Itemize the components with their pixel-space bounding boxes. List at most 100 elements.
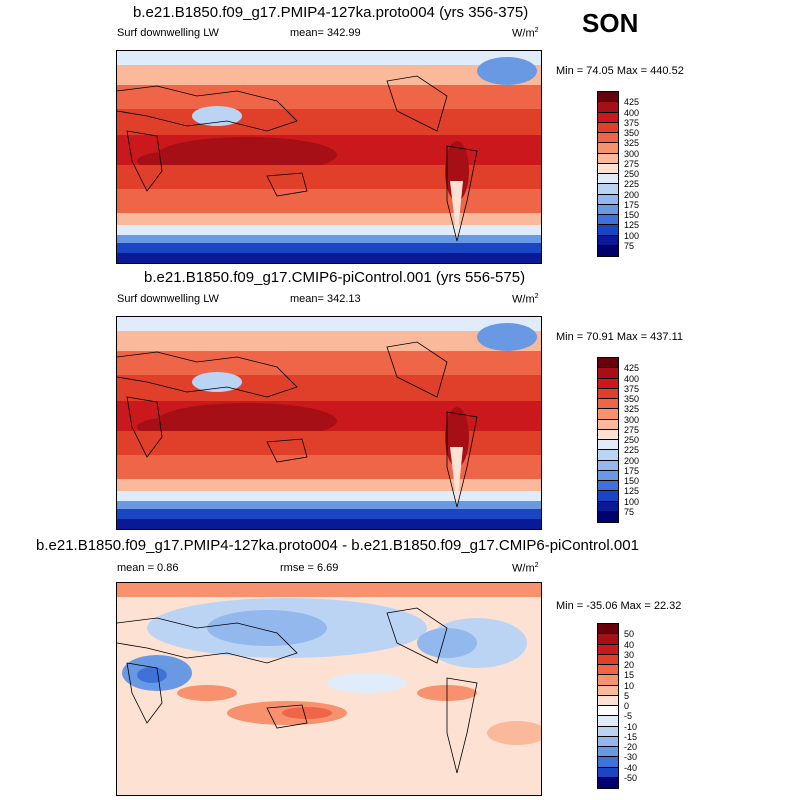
colorbar-tick-label: -50 [624,772,638,783]
colorbar-swatch [598,665,618,676]
panel-3-units: W/m2 [512,562,539,575]
colorbar-swatch [598,511,618,522]
colorbar-tick-label: 400 [624,373,640,384]
colorbar-swatch [598,501,618,512]
colorbar-swatch [598,235,618,246]
colorbar-swatch [598,675,618,686]
colorbar-tick-label: 250 [624,169,640,179]
colorbar-tick-label: 75 [624,240,635,251]
colorbar-swatch [598,163,618,174]
colorbar-swatch [598,368,618,379]
panel-3-colorbar [597,623,619,789]
colorbar-tick-label: 75 [624,506,635,517]
panel-1-mean-label: mean= 342.99 [290,27,361,39]
colorbar-swatch [598,204,618,215]
colorbar-swatch [598,184,618,195]
colorbar-swatch [598,654,618,665]
colorbar-tick-label: 200 [624,189,640,200]
colorbar-tick-label: 300 [624,414,640,425]
colorbar-tick-label: 375 [624,117,640,128]
panel-1-map [116,50,542,264]
colorbar-swatch [598,736,618,747]
colorbar-swatch [598,388,618,399]
colorbar-swatch [598,634,618,645]
colorbar-tick-label: 275 [624,158,640,169]
colorbar-swatch [598,777,618,788]
panel-1-variable-label: Surf downwelling LW [117,27,219,39]
colorbar-tick-label: 100 [624,496,640,507]
colorbar-tick-label: 15 [624,670,635,681]
colorbar-swatch [598,481,618,492]
colorbar-swatch [598,706,618,717]
colorbar-swatch [598,624,618,635]
panel-1-units: W/m2 [512,27,539,40]
colorbar-tick-label: 225 [624,445,640,456]
colorbar-tick-label: 325 [624,404,640,415]
colorbar-swatch [598,378,618,389]
colorbar-swatch [598,102,618,113]
panel-2-minmax: Min = 70.91 Max = 437.11 [556,331,683,343]
colorbar-swatch [598,215,618,226]
colorbar-tick-label: 10 [624,680,635,691]
colorbar-swatch [598,757,618,768]
colorbar-tick-label: 0 [624,701,630,711]
colorbar-tick-label: 150 [624,476,640,486]
colorbar-tick-label: 40 [624,639,635,650]
panel-2-variable-label: Surf downwelling LW [117,293,219,305]
colorbar-tick-label: 175 [624,199,640,210]
panel-2-map [116,316,542,530]
colorbar-tick-label: 325 [624,138,640,149]
colorbar-tick-label: 20 [624,660,635,670]
colorbar-swatch [598,685,618,696]
panel-2-title: b.e21.B1850.f09_g17.CMIP6-piControl.001 … [144,269,526,286]
colorbar-swatch [598,470,618,481]
panel-3-rmse-label: rmse = 6.69 [280,562,339,574]
colorbar-swatch [598,716,618,727]
colorbar-tick-label: -30 [624,752,638,763]
colorbar-swatch [598,358,618,369]
colorbar-swatch [598,143,618,154]
panel-1-title: b.e21.B1850.f09_g17.PMIP4-127ka.proto004… [133,4,529,21]
colorbar-swatch [598,153,618,164]
colorbar-tick-label: 425 [624,363,640,374]
colorbar-swatch [598,695,618,706]
colorbar-tick-label: 250 [624,435,640,445]
colorbar-tick-label: 175 [624,465,640,476]
panel-2-colorbar [597,357,619,523]
panel-3-minmax: Min = -35.06 Max = 22.32 [556,600,682,612]
colorbar-swatch [598,399,618,410]
colorbar-swatch [598,194,618,205]
colorbar-tick-label: -5 [624,711,633,722]
colorbar-swatch [598,440,618,451]
colorbar-tick-label: -15 [624,731,638,742]
colorbar-tick-label: 100 [624,230,640,241]
colorbar-swatch [598,767,618,778]
colorbar-tick-label: -40 [624,762,638,773]
colorbar-swatch [598,450,618,461]
colorbar-swatch [598,419,618,430]
colorbar-swatch [598,747,618,758]
colorbar-tick-label: 125 [624,486,640,497]
colorbar-swatch [598,460,618,471]
colorbar-tick-label: 225 [624,179,640,190]
panel-3-mean-label: mean = 0.86 [117,562,179,574]
colorbar-swatch [598,245,618,256]
colorbar-tick-label: 5 [624,690,630,701]
colorbar-tick-label: 30 [624,649,635,660]
colorbar-tick-label: -20 [624,742,638,752]
colorbar-tick-label: 375 [624,383,640,394]
colorbar-tick-label: 275 [624,424,640,435]
colorbar-swatch [598,174,618,185]
colorbar-swatch [598,225,618,236]
colorbar-tick-label: 300 [624,148,640,159]
colorbar-swatch [598,92,618,103]
colorbar-swatch [598,112,618,123]
panel-1-colorbar [597,91,619,257]
colorbar-tick-label: 50 [624,629,635,640]
colorbar-tick-label: 350 [624,128,640,138]
colorbar-swatch [598,133,618,144]
colorbar-swatch [598,429,618,440]
colorbar-tick-label: 125 [624,220,640,231]
colorbar-tick-label: 350 [624,394,640,404]
colorbar-tick-label: 425 [624,97,640,108]
